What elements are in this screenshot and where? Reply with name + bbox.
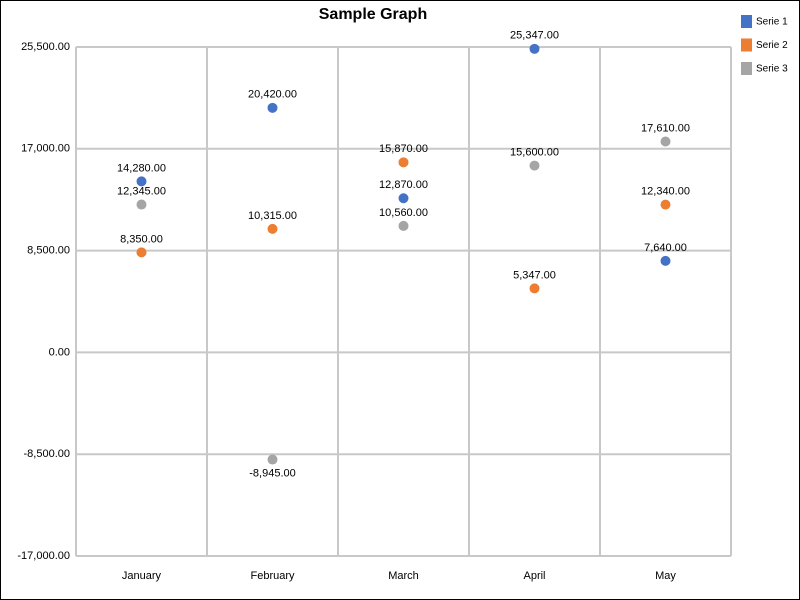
data-label: 25,347.00 bbox=[510, 30, 559, 42]
point bbox=[267, 223, 278, 234]
legend-swatch bbox=[741, 15, 752, 28]
data-label: 8,350.00 bbox=[120, 233, 163, 245]
data-label: 5,347.00 bbox=[513, 269, 556, 281]
y-tick-label: -17,000.00 bbox=[17, 550, 70, 562]
data-label: 15,600.00 bbox=[510, 146, 559, 158]
data-label: 10,315.00 bbox=[248, 210, 297, 222]
data-label: 14,280.00 bbox=[117, 162, 166, 174]
data-label: 12,870.00 bbox=[379, 179, 428, 191]
point bbox=[529, 283, 540, 294]
point bbox=[660, 199, 671, 210]
data-label: 12,340.00 bbox=[641, 186, 690, 198]
point bbox=[136, 176, 147, 187]
y-tick-label: -8,500.00 bbox=[24, 448, 70, 460]
point bbox=[267, 102, 278, 113]
data-label: 12,345.00 bbox=[117, 185, 166, 197]
x-tick-label: January bbox=[122, 570, 162, 582]
x-tick-label: February bbox=[250, 570, 295, 582]
y-tick-label: 8,500.00 bbox=[27, 245, 70, 257]
chart-title: Sample Graph bbox=[319, 6, 427, 23]
x-tick-label: May bbox=[655, 570, 676, 582]
point bbox=[136, 199, 147, 210]
point bbox=[398, 220, 409, 231]
data-label: -8,945.00 bbox=[249, 467, 295, 479]
data-label: 10,560.00 bbox=[379, 207, 428, 219]
point bbox=[660, 255, 671, 266]
point bbox=[529, 160, 540, 171]
legend-swatch bbox=[741, 62, 752, 75]
legend-label: Serie 1 bbox=[756, 17, 788, 28]
legend-swatch bbox=[741, 38, 752, 52]
x-tick-label: April bbox=[523, 570, 545, 582]
x-tick-label: March bbox=[388, 570, 419, 582]
data-label: 20,420.00 bbox=[248, 89, 297, 101]
y-tick-label: 17,000.00 bbox=[21, 143, 70, 155]
point bbox=[267, 454, 278, 465]
y-tick-label: 0.00 bbox=[49, 346, 70, 358]
data-label: 17,610.00 bbox=[641, 122, 690, 134]
legend-label: Serie 3 bbox=[756, 64, 788, 75]
point bbox=[529, 43, 540, 54]
legend-label: Serie 2 bbox=[756, 40, 788, 51]
point bbox=[398, 157, 409, 168]
point bbox=[136, 247, 147, 258]
point bbox=[660, 136, 671, 147]
y-tick-label: 25,500.00 bbox=[21, 41, 70, 53]
data-label: 15,870.00 bbox=[379, 143, 428, 155]
data-label: 7,640.00 bbox=[644, 242, 687, 254]
point bbox=[398, 193, 409, 204]
